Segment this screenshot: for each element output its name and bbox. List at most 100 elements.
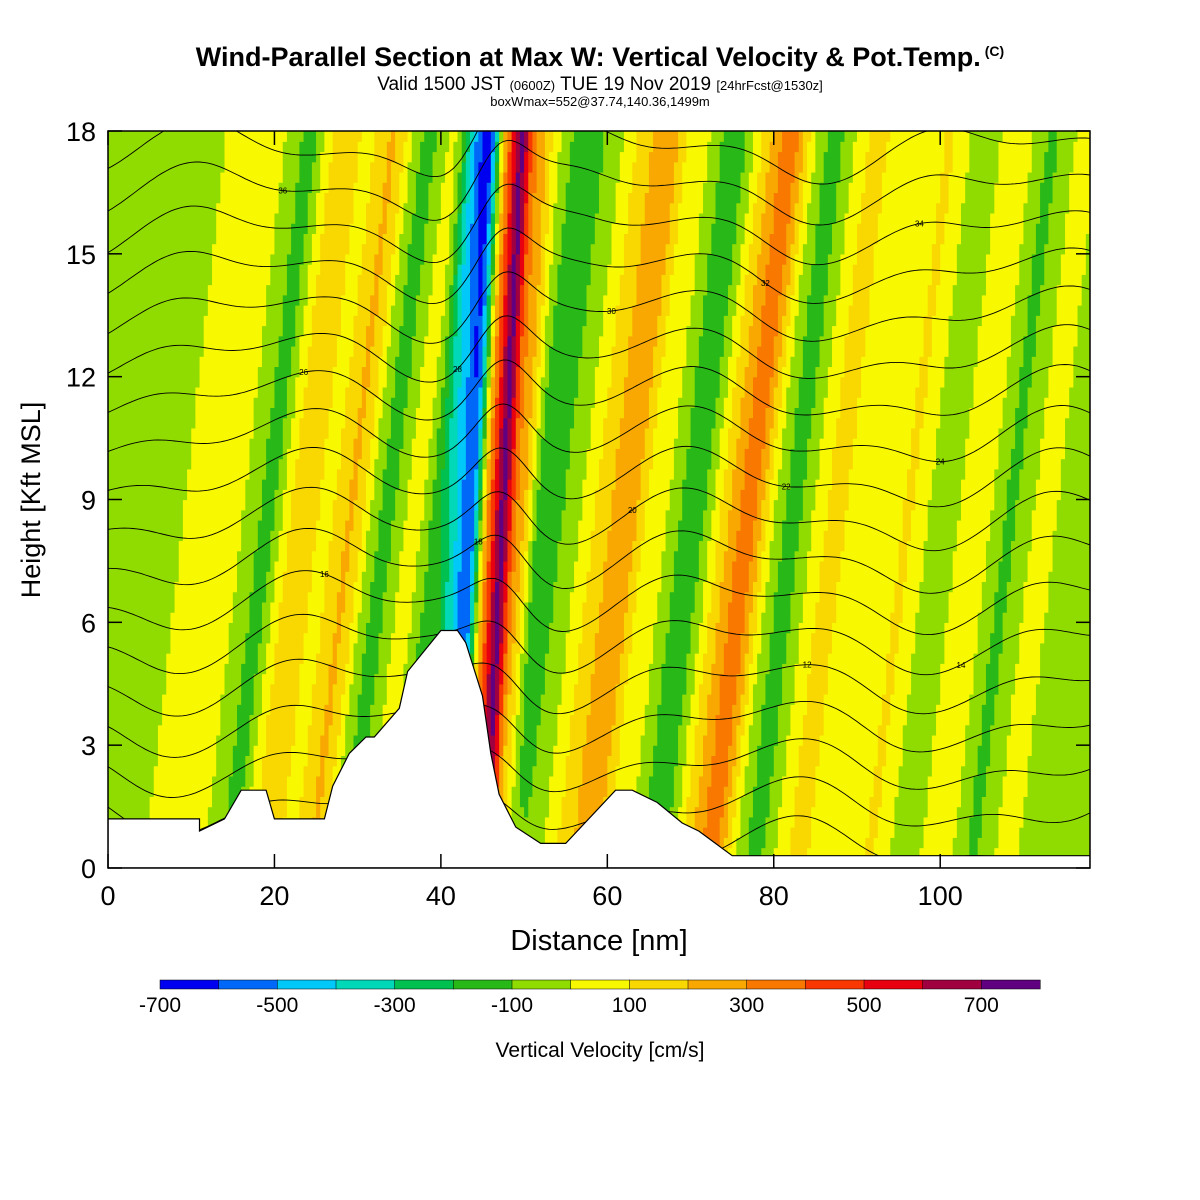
velocity-cell <box>757 775 762 787</box>
velocity-cell <box>990 755 995 767</box>
velocity-cell <box>145 673 151 685</box>
velocity-cell <box>648 683 654 695</box>
velocity-cell <box>145 775 151 787</box>
velocity-cell <box>648 775 654 787</box>
velocity-cell <box>137 724 142 736</box>
velocity-cell <box>877 847 883 859</box>
velocity-cell <box>1023 724 1029 736</box>
velocity-cell <box>952 816 958 828</box>
velocity-cell <box>927 837 933 849</box>
velocity-cell <box>1056 704 1062 716</box>
velocity-cell <box>798 704 804 716</box>
velocity-cell <box>112 714 117 726</box>
velocity-cell <box>307 693 313 705</box>
velocity-cell <box>1081 796 1087 808</box>
velocity-cell <box>881 775 887 787</box>
velocity-cell <box>336 693 342 705</box>
velocity-cell <box>848 673 854 685</box>
velocity-cell <box>669 775 675 787</box>
velocity-cell <box>936 704 941 716</box>
velocity-cell <box>253 724 259 736</box>
velocity-cell <box>707 755 712 767</box>
velocity-cell <box>1010 653 1016 664</box>
velocity-cell <box>332 765 338 777</box>
velocity-cell <box>241 775 246 787</box>
velocity-cell <box>994 837 1000 849</box>
velocity-cell <box>906 724 912 736</box>
velocity-cell <box>357 693 363 705</box>
velocity-cell <box>524 786 529 797</box>
velocity-cell <box>532 724 538 736</box>
velocity-cell <box>232 704 238 716</box>
velocity-cell <box>187 673 192 685</box>
velocity-cell <box>544 745 550 757</box>
velocity-cell <box>586 775 592 787</box>
velocity-cell <box>295 653 301 664</box>
velocity-cell <box>798 827 804 838</box>
velocity-cell <box>977 663 983 675</box>
velocity-cell <box>561 765 567 777</box>
velocity-cell <box>565 816 571 828</box>
velocity-cell <box>199 673 205 685</box>
velocity-cell <box>1010 734 1016 746</box>
velocity-cell <box>977 755 983 767</box>
velocity-cell <box>299 755 305 767</box>
velocity-cell <box>1023 847 1029 859</box>
velocity-cell <box>682 734 687 746</box>
velocity-cell <box>732 683 737 695</box>
velocity-cell <box>1002 755 1008 767</box>
velocity-cell <box>207 734 213 746</box>
velocity-cell <box>1010 704 1016 716</box>
velocity-cell <box>673 755 679 767</box>
velocity-cell <box>923 673 929 685</box>
velocity-cell <box>782 724 787 736</box>
velocity-cell <box>1048 837 1054 849</box>
velocity-cell <box>1035 653 1041 664</box>
velocity-cell <box>299 704 305 716</box>
velocity-cell <box>852 683 858 695</box>
velocity-cell <box>948 755 954 767</box>
velocity-cell <box>1027 653 1033 664</box>
velocity-cell <box>852 816 858 828</box>
velocity-cell <box>790 714 796 726</box>
velocity-cell <box>906 806 912 818</box>
velocity-cell <box>998 796 1004 808</box>
velocity-cell <box>719 775 725 787</box>
velocity-cell <box>132 806 138 818</box>
velocity-cell <box>682 653 687 664</box>
velocity-cell <box>990 796 995 808</box>
velocity-cell <box>528 653 534 664</box>
velocity-cell <box>877 775 883 787</box>
velocity-cell <box>769 847 775 859</box>
velocity-cell <box>153 714 159 726</box>
velocity-cell <box>307 745 313 757</box>
velocity-cell <box>678 775 683 787</box>
velocity-cell <box>191 734 196 746</box>
velocity-cell <box>973 796 979 808</box>
velocity-cell <box>345 693 350 705</box>
velocity-cell <box>540 683 546 695</box>
velocity-cell <box>574 653 579 664</box>
velocity-cell <box>374 673 380 685</box>
velocity-cell <box>894 714 900 726</box>
velocity-cell <box>686 724 692 736</box>
velocity-cell <box>1069 775 1074 787</box>
velocity-cell <box>120 663 126 675</box>
velocity-cell <box>898 683 904 695</box>
velocity-cell <box>557 837 563 849</box>
velocity-cell <box>919 755 925 767</box>
velocity-cell <box>374 663 380 675</box>
velocity-cell <box>569 786 575 797</box>
velocity-cell <box>137 734 142 746</box>
velocity-cell <box>961 755 966 767</box>
velocity-cell <box>1040 724 1045 736</box>
velocity-cell <box>349 683 355 695</box>
velocity-cell <box>715 704 721 716</box>
velocity-cell <box>341 745 346 757</box>
velocity-cell <box>116 642 122 654</box>
velocity-cell <box>727 693 733 705</box>
velocity-cell <box>890 775 896 787</box>
velocity-cell <box>881 653 887 664</box>
velocity-cell <box>1052 827 1058 838</box>
velocity-cell <box>137 755 142 767</box>
